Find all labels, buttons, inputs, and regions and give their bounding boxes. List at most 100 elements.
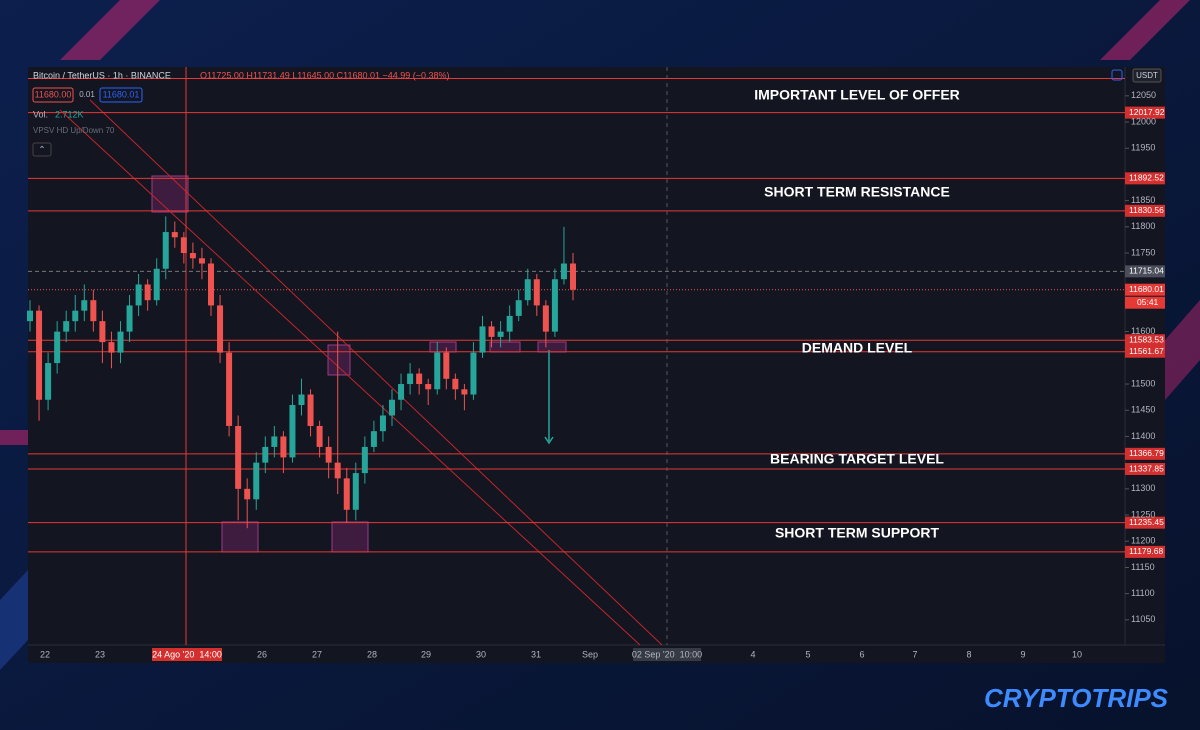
candle-body [370, 431, 377, 447]
y-tick-label: 12050 [1131, 90, 1156, 100]
level-box [1125, 204, 1165, 217]
level-label: 11366.79 [1129, 448, 1164, 458]
x-tick-label: 28 [367, 649, 377, 659]
stripe [60, 0, 160, 60]
candle-body [198, 258, 205, 264]
y-tick-label: 11400 [1131, 431, 1155, 441]
candle-body [117, 331, 124, 353]
candle-body [36, 310, 43, 400]
candle-body [524, 279, 531, 301]
y-tick-label: 11750 [1131, 247, 1155, 257]
x-tick-label: 7 [912, 649, 917, 659]
candle-body [253, 462, 260, 500]
collapse-button[interactable] [32, 142, 52, 157]
auto-button[interactable] [1111, 69, 1123, 81]
countdown: 05:41 [1137, 297, 1159, 307]
y-tick-label: 11950 [1131, 143, 1155, 153]
candle-body [217, 305, 224, 353]
x-tick-label: 8 [966, 649, 971, 659]
x-tick-label: 31 [531, 649, 541, 659]
candle-body [72, 310, 79, 322]
candle-body [153, 268, 160, 301]
candle-body [325, 446, 332, 463]
zone-box [151, 175, 189, 213]
candle-body [361, 446, 368, 474]
current-price-box [1125, 283, 1165, 296]
candle-body [443, 352, 450, 379]
buy-button[interactable] [99, 87, 143, 103]
candle-body [298, 394, 305, 405]
x-tick-label: 6 [859, 649, 864, 659]
stripe [1165, 300, 1200, 400]
candle-body [398, 384, 405, 400]
level-box [1125, 463, 1165, 476]
currency[interactable]: USDT [1136, 71, 1158, 80]
sell-price[interactable]: 11680.00 [35, 89, 72, 99]
stripe [1100, 0, 1190, 60]
candle-body [316, 425, 323, 447]
trend-line [59, 109, 641, 646]
crosshair-time: 24 Ago '20 14:00 [152, 649, 222, 659]
level-box [1125, 447, 1165, 460]
candle-body [570, 263, 576, 290]
candle-body [63, 321, 70, 332]
candle-body [81, 300, 88, 311]
annotation: DEMAND LEVEL [802, 340, 913, 356]
annotation: IMPORTANT LEVEL OF OFFER [754, 87, 960, 103]
annotation: SHORT TERM RESISTANCE [764, 184, 950, 200]
y-tick-label: 11100 [1131, 588, 1155, 598]
trend-line [89, 99, 663, 646]
candle-body [470, 352, 477, 395]
candle-body [407, 373, 414, 385]
candle-body [27, 310, 33, 322]
crosshair-price-box [1125, 265, 1165, 278]
candle-body [334, 462, 341, 479]
level-label: 11830.56 [1129, 205, 1164, 215]
zone-box [331, 521, 369, 553]
candle-body [551, 279, 558, 332]
candle-body [479, 326, 486, 353]
candle-body [389, 399, 395, 416]
candle-body [560, 263, 567, 280]
zone-box [489, 341, 521, 353]
candle-body [54, 331, 61, 364]
candle-body [189, 253, 196, 259]
level-box [1125, 516, 1165, 529]
spread: 0.01 [79, 90, 95, 99]
candle-body [244, 488, 251, 500]
x-tick-label: 23 [95, 649, 105, 659]
buy-price[interactable]: 11680.01 [103, 89, 140, 99]
crosshair-time-box [152, 648, 222, 661]
candle-body [289, 404, 296, 458]
level-label: 11583.53 [1129, 335, 1164, 345]
stripe [0, 570, 28, 670]
y-tick-label: 11150 [1131, 562, 1155, 572]
level-box [1125, 172, 1165, 185]
level-label: 11892.52 [1129, 173, 1164, 183]
candle-body [434, 352, 441, 390]
y-tick-label: 11050 [1131, 614, 1155, 624]
indicator: VPSV HD Up/Down 70 [33, 126, 115, 135]
candle-body [352, 473, 359, 510]
level-label: 11561.67 [1129, 346, 1164, 356]
level-label: 12017.92 [1129, 107, 1165, 117]
volume-value: 2.712K [55, 109, 84, 119]
candle-body [379, 415, 386, 432]
zone-box [429, 341, 457, 353]
future-time: 02 Sep '20 10:00 [632, 649, 702, 659]
collapse-icon[interactable]: ⌃ [38, 144, 46, 154]
level-label: 11179.68 [1129, 546, 1163, 556]
x-tick-label: 9 [1020, 649, 1025, 659]
candle-body [425, 384, 432, 390]
currency-button[interactable] [1132, 68, 1162, 83]
crosshair-price-label: 11715.04 [1129, 266, 1164, 276]
x-tick-label: 5 [805, 649, 810, 659]
sell-button[interactable] [32, 87, 74, 103]
candles [27, 216, 576, 529]
candle-body [542, 305, 549, 332]
y-tick-label: 11450 [1131, 405, 1155, 415]
candle-body [135, 284, 142, 306]
